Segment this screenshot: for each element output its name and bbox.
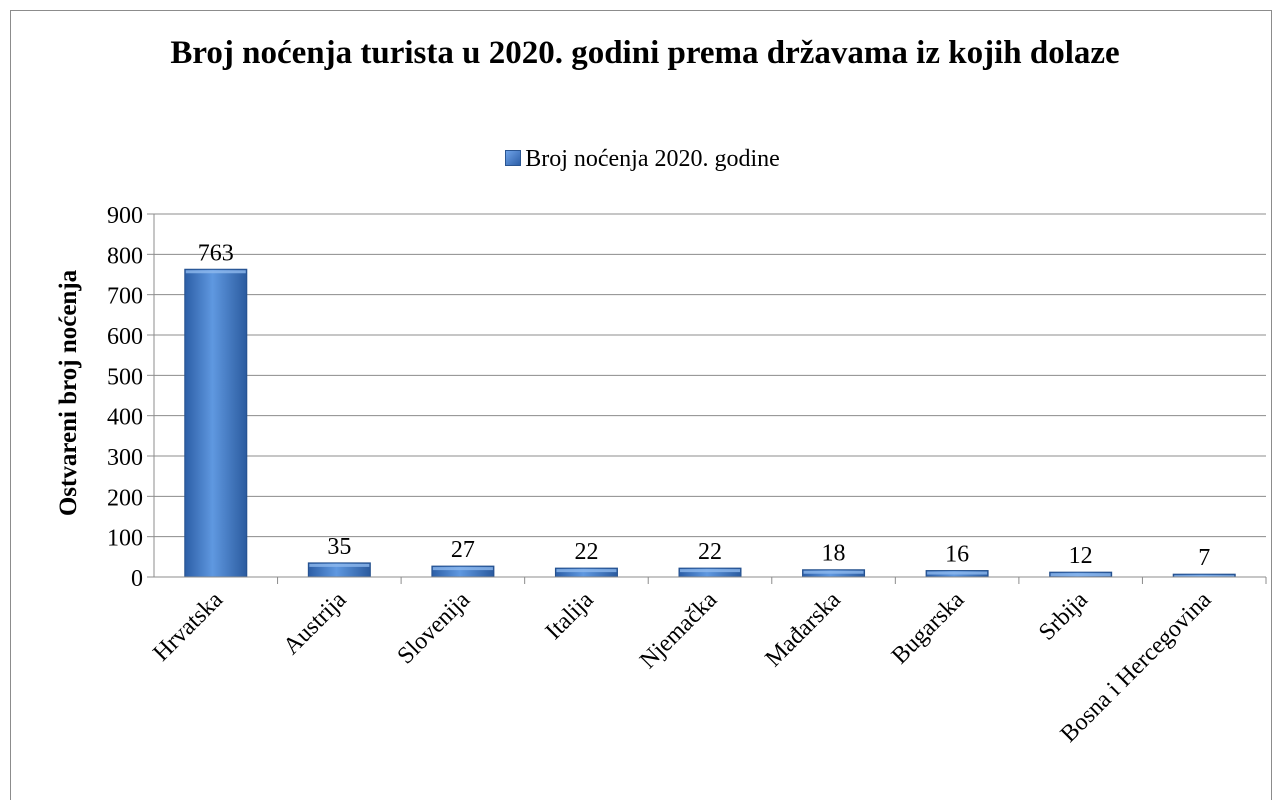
bar-highlight: [680, 569, 740, 573]
y-tick-label: 500: [107, 364, 143, 390]
chart-title: Broj noćenja turista u 2020. godini prem…: [170, 35, 1120, 71]
y-tick-label: 800: [107, 243, 143, 269]
bar-highlight: [803, 570, 864, 574]
bar: [184, 268, 248, 578]
chart-legend: Broj noćenja 2020. godine: [0, 146, 1285, 173]
data-label: 27: [451, 537, 475, 563]
y-tick-label: 700: [107, 284, 143, 310]
x-tick-label: Hrvatska: [148, 587, 228, 667]
data-label: 22: [574, 539, 598, 565]
x-tick-label: Italija: [541, 587, 599, 645]
data-label: 763: [198, 240, 234, 266]
data-label: 7: [1198, 545, 1210, 571]
x-tick-label: Slovenija: [393, 587, 476, 670]
data-label: 12: [1069, 543, 1093, 569]
legend-swatch: [505, 150, 522, 167]
y-tick-label: 900: [107, 203, 143, 229]
data-label: 35: [327, 534, 351, 560]
bar-highlight: [927, 571, 988, 575]
bar-highlight: [1174, 575, 1235, 577]
y-tick-label: 200: [107, 485, 143, 511]
y-tick-label: 400: [107, 405, 143, 431]
y-tick-label: 100: [107, 526, 143, 552]
bar-highlight: [309, 563, 370, 567]
x-tick-label: Srbija: [1034, 587, 1093, 646]
y-axis-title: Ostvareni broj noćenja: [55, 269, 82, 516]
x-tick-label: Bugarska: [887, 587, 970, 670]
y-tick-label: 600: [107, 324, 143, 350]
y-tick-label: 300: [107, 445, 143, 471]
bar-highlight: [432, 567, 493, 571]
x-tick-label: Njemačka: [635, 587, 722, 674]
bar-highlight: [185, 270, 246, 274]
bar-highlight: [556, 569, 617, 573]
y-tick-label: 0: [131, 566, 143, 592]
bar-highlight: [1050, 573, 1111, 577]
legend-label: Broj noćenja 2020. godine: [525, 146, 780, 172]
data-label: 22: [698, 539, 722, 565]
x-tick-label: Mađarska: [760, 587, 846, 673]
data-label: 16: [945, 542, 969, 568]
x-tick-label: Austrija: [279, 587, 352, 660]
data-label: 18: [822, 541, 846, 567]
